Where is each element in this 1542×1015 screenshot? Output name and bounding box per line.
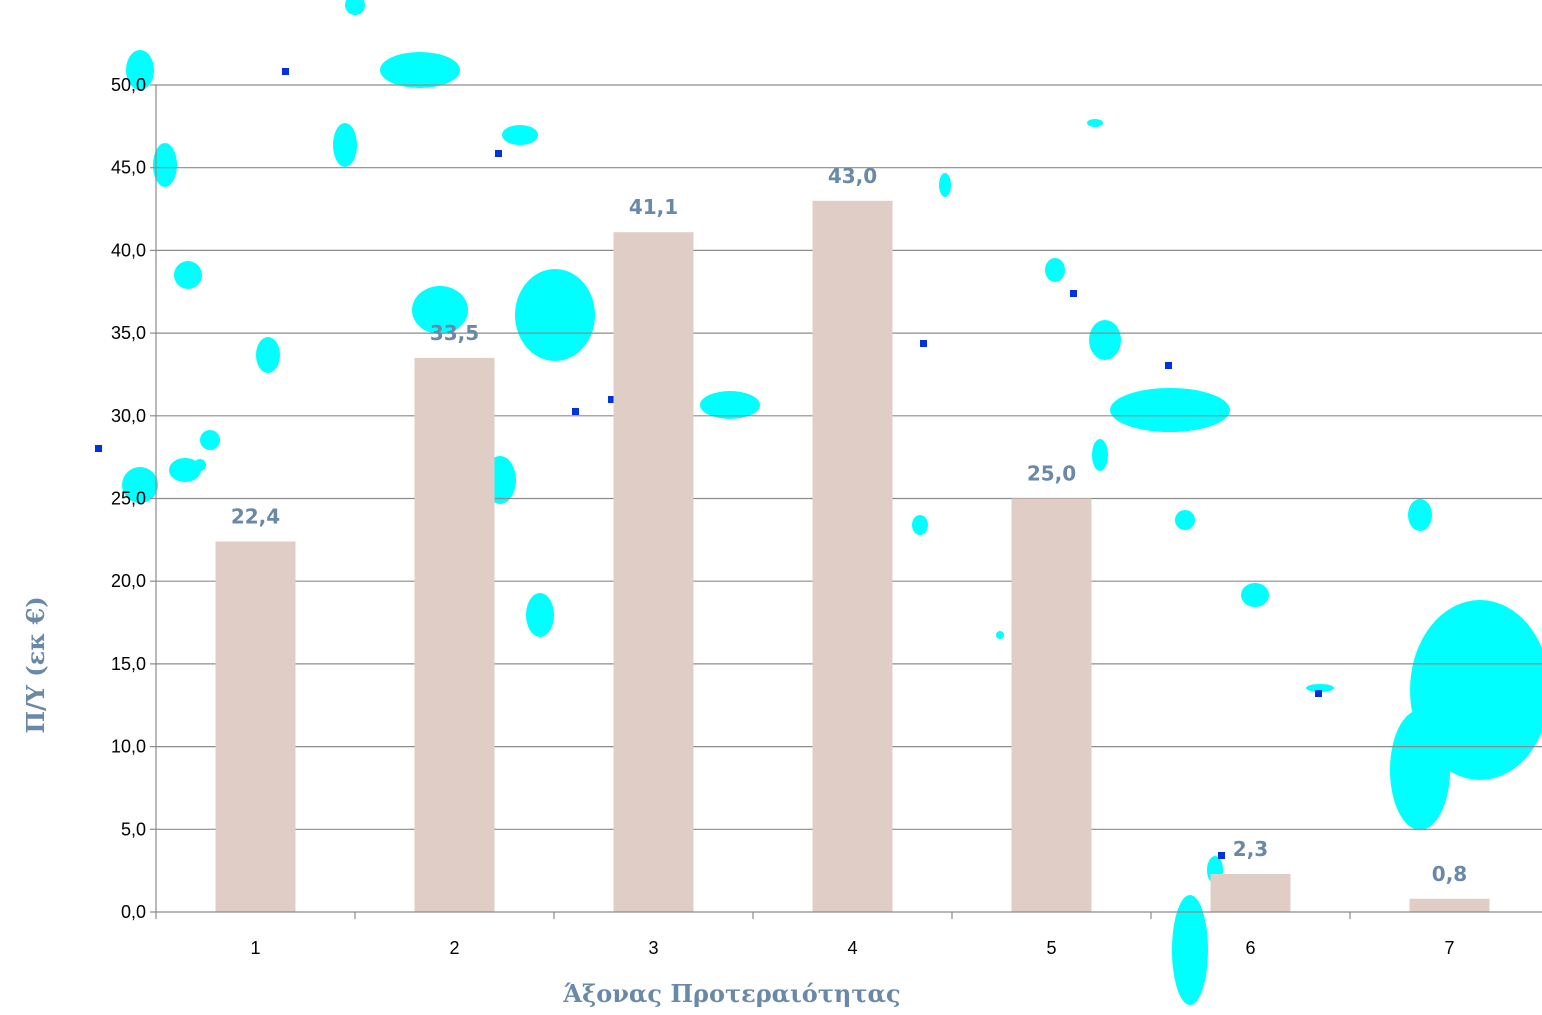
overlay-blob [996,631,1004,639]
overlay-dot [608,396,615,403]
y-tick-label: 45,0 [111,158,146,178]
y-tick-labels: 0,0 5,0 10,0 15,0 20,0 25,0 30,0 35,0 40,0 45,0 50… [111,75,146,922]
x-tick-label: 4 [847,938,857,958]
y-tick-label: 50,0 [111,75,146,95]
overlay-dot [282,68,289,75]
bar [414,357,495,912]
overlay-blob [939,173,951,197]
y-tick-label: 0,0 [121,902,146,922]
overlay-blob [174,261,202,289]
bar [812,200,893,912]
y-axis-title: Π/Υ (εκ €) [21,596,50,733]
overlay-blob [200,430,220,450]
overlay-blob [1306,684,1334,692]
y-tick-label: 10,0 [111,737,146,757]
data-label: 41,1 [629,195,678,219]
data-label: 2,3 [1233,837,1268,861]
overlay-blob [256,337,280,373]
data-label: 25,0 [1027,462,1076,486]
overlay-blob [1408,499,1432,531]
overlay-dot [1315,690,1322,697]
data-label: 33,5 [430,321,479,345]
bar [215,541,296,912]
overlay-blob [1089,320,1121,360]
x-tick-label: 6 [1245,938,1255,958]
y-tick-label: 30,0 [111,406,146,426]
overlay-blob [1045,258,1065,282]
overlay-blob [333,123,357,167]
x-axis-title: Άξονας Προτεραιότητας [562,979,900,1008]
overlay-blob [1390,710,1450,830]
data-label: 22,4 [231,505,280,529]
overlay-blob [153,143,177,187]
overlay-blob [1092,439,1108,471]
y-tick-label: 40,0 [111,240,146,260]
overlay-blob [526,593,554,637]
bars [215,200,1490,912]
cyan-map-overlay [95,0,1542,1005]
overlay-blob [122,467,158,503]
overlay-dot [495,150,502,157]
y-tick-label: 5,0 [121,819,146,839]
overlay-blob [912,515,928,535]
overlay-dot [95,445,102,452]
overlay-blob [1241,583,1269,607]
overlay-blob [1172,895,1208,1005]
overlay-blob [169,458,201,482]
overlay-dot [1070,290,1077,297]
bar [1210,873,1291,912]
overlay-blob [345,0,365,15]
overlay-blob [502,125,538,145]
overlay-blob [126,50,154,90]
overlay-blob [412,286,468,334]
axes [155,85,1542,919]
overlay-dot [572,408,579,415]
overlay-dot [1218,852,1225,859]
data-label: 0,8 [1432,862,1467,886]
x-tick-label: 5 [1046,938,1056,958]
overlay-dot [920,340,927,347]
overlay-dot [1165,362,1172,369]
x-tick-labels: 1 2 3 4 5 6 7 [250,938,1454,958]
data-labels: 22,4 33,5 41,1 43,0 25,0 2,3 0,8 [231,164,1467,886]
y-tick-label: 20,0 [111,571,146,591]
overlay-blob [1110,388,1230,432]
overlay-blob [700,391,760,419]
y-tick-label: 25,0 [111,489,146,509]
x-tick-label: 2 [449,938,459,958]
bar [1409,898,1490,912]
y-tick-label: 35,0 [111,323,146,343]
overlay-blob [194,459,206,471]
bar [1011,498,1092,912]
data-label: 43,0 [828,164,877,188]
overlay-blob [515,269,595,361]
overlay-blob [1175,510,1195,530]
overlay-blob [1087,119,1103,127]
x-tick-label: 7 [1444,938,1454,958]
overlay-blob [380,52,460,88]
y-tick-label: 15,0 [111,654,146,674]
x-tick-label: 1 [250,938,260,958]
bar [613,232,694,912]
x-tick-label: 3 [648,938,658,958]
